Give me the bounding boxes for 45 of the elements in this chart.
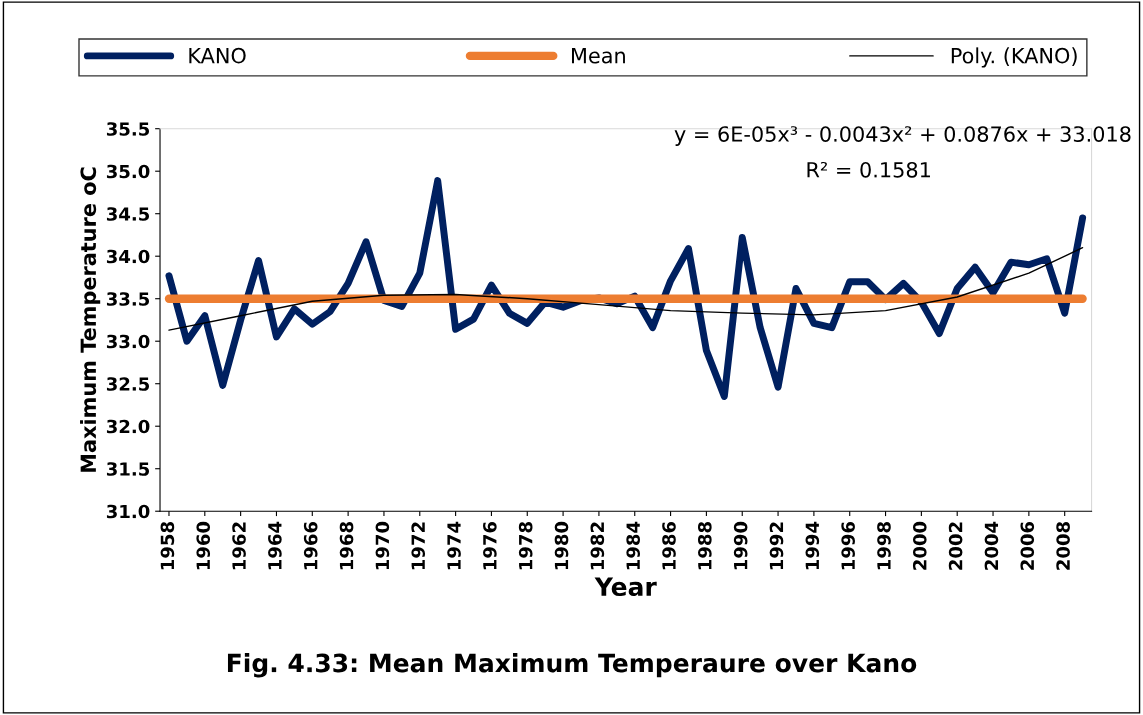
x-tick-label: 1982 (590, 522, 605, 570)
x-tick-label: 1988 (697, 522, 712, 570)
y-tick-label: 33.5 (106, 292, 150, 306)
x-tick-label: 1970 (375, 521, 390, 570)
y-tick-label: 31.5 (106, 462, 150, 476)
x-tick-label: 1962 (232, 522, 246, 570)
legend-label: Poly. (KANO) (951, 47, 1077, 68)
x-tick-label: 1980 (554, 521, 569, 570)
x-tick-label: 1994 (805, 521, 820, 570)
legend-label: KANO (189, 47, 246, 64)
text: Fig. 4.33: Mean Maximum Temperaure over Kano (227, 653, 917, 678)
x-tick-label: 1974 (447, 521, 461, 570)
x-tick-label: 1978 (518, 522, 533, 570)
x-tick-label: 1986 (662, 521, 676, 570)
x-tick-label: 1972 (411, 522, 426, 570)
x-tick-label: 2008 (1056, 522, 1070, 570)
annotation: y = 6E-05x³ - 0.0043x² + 0.0876x + 33.018 (674, 126, 1131, 146)
y-tick-label: 34.5 (106, 207, 150, 221)
x-tick-label: 1966 (303, 521, 318, 570)
x-axis-title: Year (594, 577, 657, 597)
x-tick-label: 1992 (769, 522, 784, 570)
x-tick-label: 1976 (483, 521, 497, 570)
y-tick-label: 32.5 (106, 377, 150, 391)
legend-label: Mean (571, 47, 625, 64)
y-tick-label: 32.0 (106, 419, 150, 434)
x-tick-label: 1990 (733, 521, 748, 570)
x-tick-label: 1958 (160, 522, 175, 570)
y-tick-label: 33.0 (106, 334, 150, 349)
x-tick-label: 1964 (268, 521, 282, 570)
x-tick-label: 2006 (1020, 521, 1035, 570)
line-series (168, 247, 1084, 331)
y-axis-title: Maximum Temperature oC (80, 167, 101, 472)
x-tick-label: 1960 (196, 521, 211, 570)
x-tick-label: 2002 (948, 522, 963, 570)
x-tick-label: 2004 (984, 521, 999, 570)
y-tick-label: 34.0 (106, 249, 150, 264)
x-tick-label: 1968 (339, 522, 354, 570)
x-tick-label: 2000 (912, 521, 927, 570)
x-tick-label: 1996 (841, 521, 855, 570)
x-tick-label: 1998 (877, 522, 891, 570)
y-tick-label: 35.5 (106, 122, 150, 136)
y-tick-label: 31.0 (106, 504, 150, 519)
x-tick-label: 1984 (626, 521, 640, 570)
annotation: R² = 0.1581 (807, 161, 930, 178)
y-tick-label: 35.0 (106, 164, 150, 179)
